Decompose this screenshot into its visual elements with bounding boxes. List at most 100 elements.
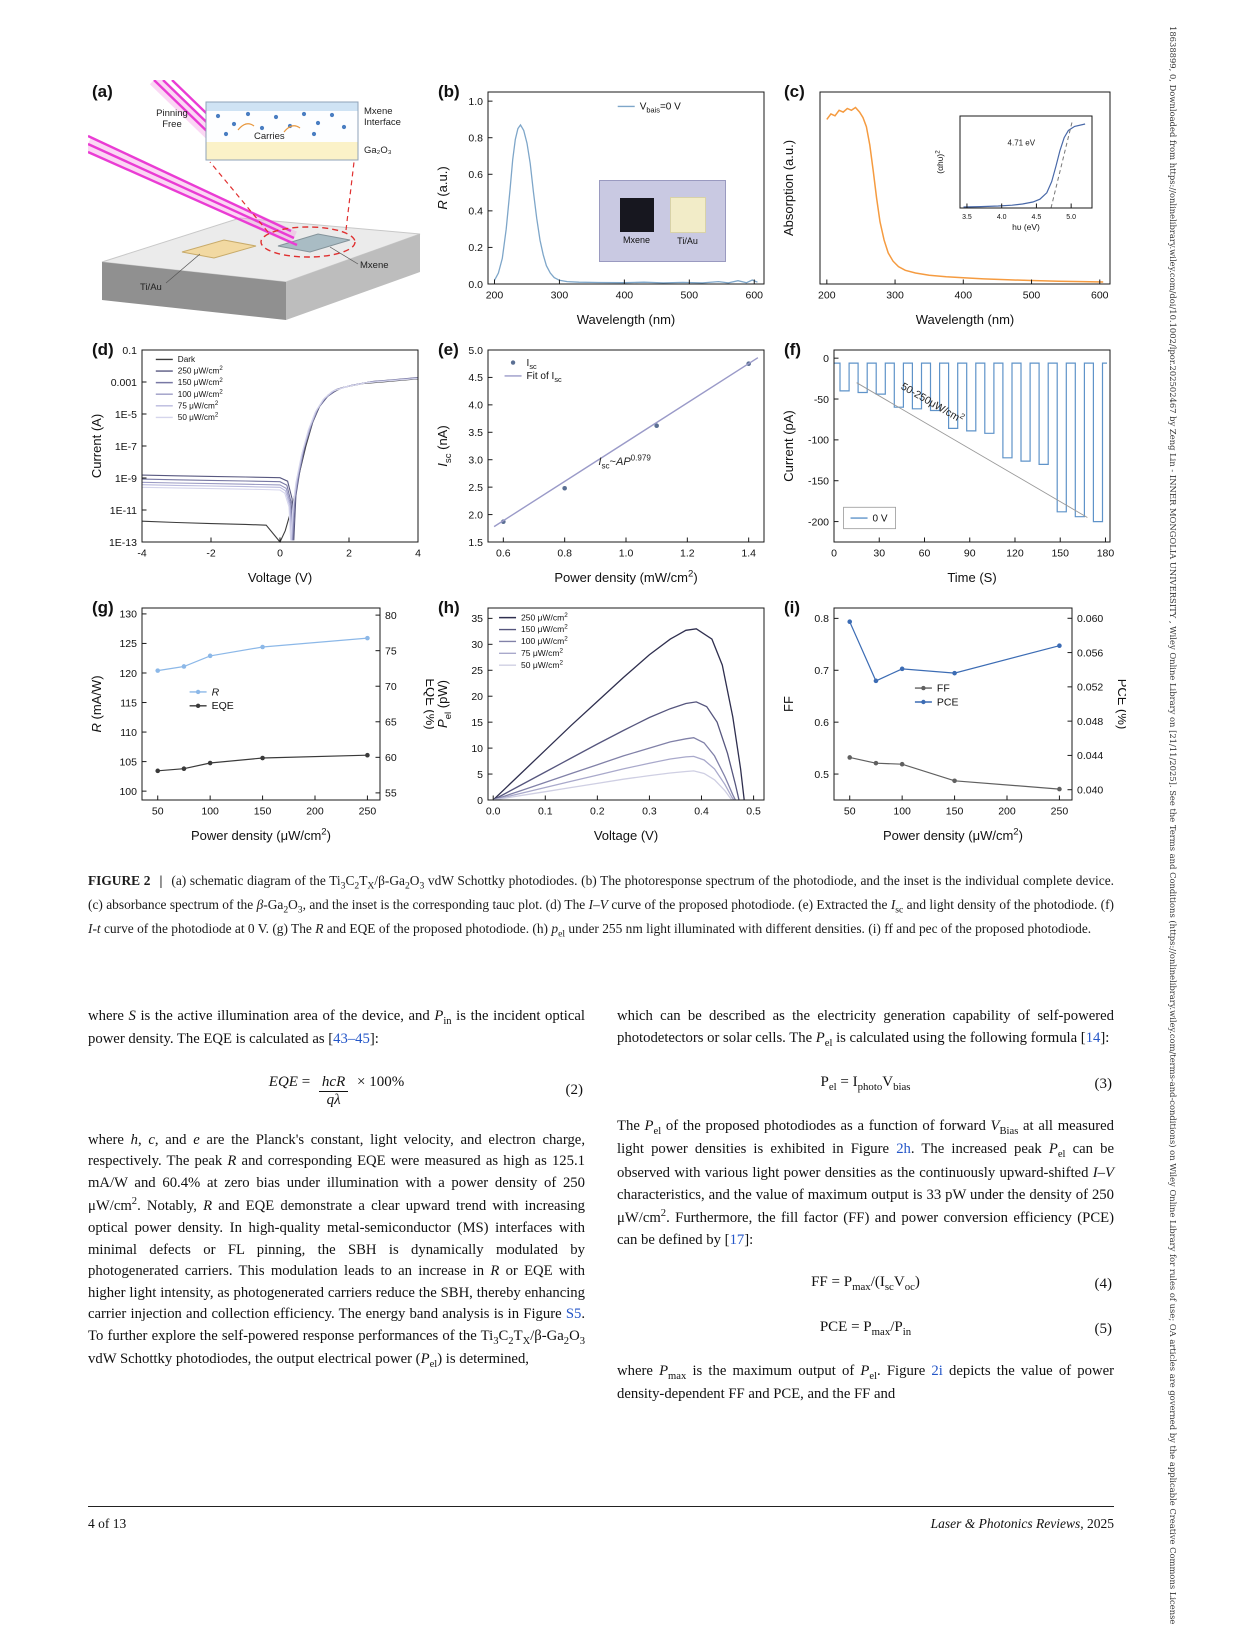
eq2-lhs: EQE =	[268, 1074, 311, 1091]
svg-text:2.0: 2.0	[468, 509, 483, 521]
svg-text:0.040: 0.040	[1077, 784, 1103, 796]
svg-text:0.1: 0.1	[538, 806, 553, 818]
equation-4: FF = Pmax/(IscVoc) (4)	[617, 1271, 1114, 1296]
svg-text:0.0: 0.0	[468, 279, 483, 291]
svg-text:0.4: 0.4	[468, 206, 483, 218]
svg-text:-200: -200	[808, 516, 829, 528]
citation-link[interactable]: S5	[565, 1306, 582, 1323]
svg-text:120: 120	[1006, 548, 1024, 560]
svg-text:150: 150	[254, 806, 272, 818]
pel-voltage-chart: 0.0 0.1 0.2 0.3 0.4 0.5 0 5 10 15 20 25 30 35 Voltage …	[434, 596, 780, 846]
svg-text:1.0: 1.0	[619, 548, 634, 560]
ga2o3-label: Ga₂O₃	[364, 145, 392, 156]
svg-text:400: 400	[955, 290, 973, 302]
svg-text:Current (pA): Current (pA)	[781, 410, 796, 482]
citation-link[interactable]: 2i	[931, 1362, 943, 1379]
svg-text:0.5: 0.5	[746, 806, 761, 818]
svg-text:250: 250	[1051, 806, 1069, 818]
svg-text:4.0: 4.0	[468, 400, 483, 412]
svg-text:20: 20	[471, 691, 483, 703]
chart-b: 200 300 400 500 600 0.0 0.2 0.4 0.6 0.8 1.0 Wavelen…	[435, 91, 765, 327]
svg-text:25: 25	[471, 665, 483, 677]
svg-text:0.044: 0.044	[1077, 750, 1103, 762]
svg-text:0: 0	[277, 548, 283, 560]
svg-text:R (a.u.): R (a.u.)	[435, 166, 450, 209]
citation-link[interactable]: 2h	[896, 1141, 911, 1158]
svg-text:R: R	[212, 686, 220, 698]
svg-text:0: 0	[831, 548, 837, 560]
svg-text:400: 400	[616, 290, 634, 302]
svg-text:150: 150	[1051, 548, 1069, 560]
svg-text:0.3: 0.3	[642, 806, 657, 818]
svg-text:15: 15	[471, 717, 483, 729]
svg-text:4.5: 4.5	[1032, 214, 1042, 221]
svg-text:50: 50	[152, 806, 164, 818]
svg-text:Isc~AP0.979: Isc~AP0.979	[598, 454, 651, 471]
svg-text:120: 120	[119, 668, 137, 680]
citation-link[interactable]: 17	[729, 1231, 745, 1248]
panel-label-f: (f)	[784, 340, 801, 359]
svg-text:200: 200	[486, 290, 504, 302]
citation-link[interactable]: 43–45	[333, 1031, 370, 1048]
caption-separator: |	[159, 873, 163, 888]
svg-text:5.0: 5.0	[468, 345, 483, 357]
panel-label-b: (b)	[438, 82, 460, 101]
svg-text:Fit of Isc: Fit of Isc	[527, 371, 562, 384]
svg-text:75 μW/cm2: 75 μW/cm2	[521, 647, 563, 658]
svg-text:600: 600	[745, 290, 763, 302]
svg-text:3.5: 3.5	[468, 427, 483, 439]
svg-text:1.0: 1.0	[468, 96, 483, 108]
tiau-caption: Ti/Au	[677, 235, 698, 246]
panel-label-e: (e)	[438, 340, 459, 359]
equation-number: (2)	[565, 1082, 584, 1099]
caption-text: (a) schematic diagram of the Ti3C2TX/β-G…	[88, 873, 1114, 940]
svg-text:250 μW/cm2: 250 μW/cm2	[178, 365, 224, 375]
iv-curve-chart: -4 -2 0 2 4 0.1 0.001 1E-5 1E-7 1E-9 1E-11 1E-13 Vol…	[88, 338, 434, 588]
panel-d: (d) -4 -2 0 2 4 0.1 0.001 1E-5 1E-7 1E-9 1E-11 1E-1…	[88, 338, 434, 588]
paragraph: The Pel of the proposed photodiodes as a…	[617, 1117, 1114, 1248]
svg-text:0.6: 0.6	[814, 717, 829, 729]
figure-grid: (a)	[85, 75, 1130, 846]
svg-text:65: 65	[385, 717, 397, 729]
page-number: 4 of 13	[88, 1516, 127, 1531]
svg-text:0.8: 0.8	[468, 132, 483, 144]
svg-text:2: 2	[346, 548, 352, 560]
panel-g: (g) 50 100 150 200 250 100 105 110 115 120 125 130 5…	[88, 596, 438, 846]
eq2-denominator: qλ	[326, 1092, 341, 1109]
svg-text:1E-5: 1E-5	[115, 409, 137, 421]
svg-text:100 μW/cm2: 100 μW/cm2	[521, 636, 568, 647]
svg-text:150 μW/cm2: 150 μW/cm2	[521, 624, 568, 635]
footer: 4 of 13 Laser & Photonics Reviews, 2025	[88, 1506, 1114, 1532]
journal-name: Laser & Photonics Reviews, 2025	[931, 1516, 1114, 1532]
tiau-square	[669, 196, 706, 233]
mxene-pad	[277, 233, 351, 253]
svg-text:4.5: 4.5	[468, 372, 483, 384]
panel-e: (e) 0.6 0.8 1.0 1.2 1.4 1.5 2.0 2.5 3.0 3.5 4.0 4.5…	[434, 338, 780, 588]
svg-text:4.71 eV: 4.71 eV	[1008, 138, 1036, 147]
isc-power-chart: 0.6 0.8 1.0 1.2 1.4 1.5 2.0 2.5 3.0 3.5 4.0 4.5 5.0 P…	[434, 338, 780, 588]
svg-text:90: 90	[964, 548, 976, 560]
svg-text:35: 35	[471, 613, 483, 625]
svg-text:125: 125	[119, 638, 137, 650]
citation-link[interactable]: 14	[1085, 1029, 1101, 1046]
mxene-interface-label: Mxene	[364, 106, 393, 117]
caption-tag: FIGURE 2	[88, 873, 151, 888]
svg-text:70: 70	[385, 681, 397, 693]
svg-text:Time (S): Time (S)	[947, 570, 996, 585]
column-left: where S is the active illumination area …	[88, 1006, 585, 1409]
equation-3: Pel = IphotoVbias (3)	[617, 1071, 1114, 1096]
svg-text:3.5: 3.5	[962, 214, 972, 221]
svg-text:250: 250	[359, 806, 377, 818]
tiau-pad	[181, 239, 257, 259]
svg-text:1E-11: 1E-11	[110, 505, 137, 517]
svg-text:-4: -4	[137, 548, 146, 560]
svg-text:0.7: 0.7	[814, 665, 829, 677]
equation-body: FF = Pmax/(IscVoc)	[811, 1274, 920, 1294]
panel-f: (f) 0 30 60 90 120 150 180 0 -50 -100 -150 -200 Time…	[780, 338, 1126, 588]
figure-caption: FIGURE 2 | (a) schematic diagram of the Ti…	[88, 870, 1114, 942]
svg-text:Current (A): Current (A)	[89, 414, 104, 478]
svg-text:50 μW/cm2: 50 μW/cm2	[521, 659, 563, 670]
svg-text:100: 100	[893, 806, 911, 818]
svg-text:Wavelength (nm): Wavelength (nm)	[577, 312, 676, 327]
